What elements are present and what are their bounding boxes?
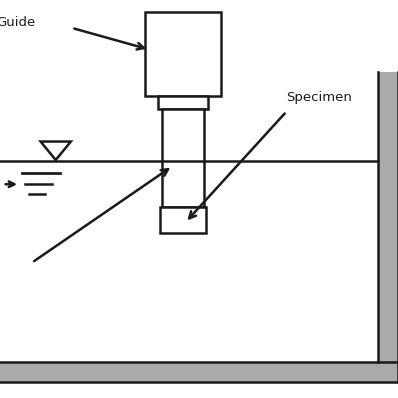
- Text: Specimen: Specimen: [287, 92, 353, 105]
- Bar: [162, 109, 204, 207]
- Bar: [145, 12, 221, 96]
- Text: Guide: Guide: [0, 16, 35, 29]
- Bar: [160, 207, 206, 233]
- Bar: [0, 362, 398, 382]
- Bar: [158, 96, 208, 109]
- Bar: [0, 72, 378, 362]
- Bar: [378, 72, 398, 382]
